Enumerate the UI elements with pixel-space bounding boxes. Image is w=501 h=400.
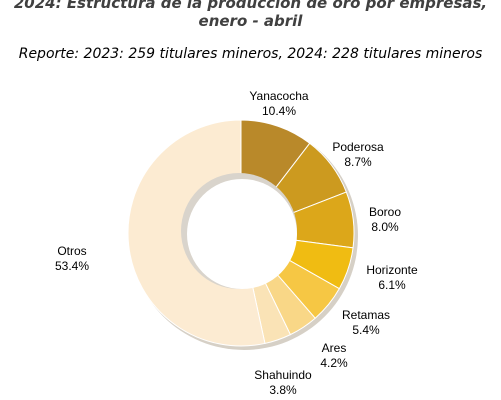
slice-value-poderosa: 8.7% bbox=[344, 155, 372, 169]
slice-label-horizonte: Horizonte bbox=[366, 263, 418, 277]
slice-label-otros: Otros bbox=[57, 244, 86, 258]
donut-hole bbox=[187, 179, 297, 289]
slice-value-otros: 53.4% bbox=[55, 259, 89, 273]
slice-label-ares: Ares bbox=[322, 341, 347, 355]
slice-label-boroo: Boroo bbox=[369, 205, 401, 219]
slice-value-yanacocha: 10.4% bbox=[262, 104, 296, 118]
chart-subtitle: Reporte: 2023: 259 titulares mineros, 20… bbox=[18, 46, 483, 62]
slice-label-shahuindo: Shahuindo bbox=[254, 368, 312, 382]
donut-slices bbox=[127, 119, 355, 347]
slice-value-retamas: 5.4% bbox=[352, 323, 380, 337]
slice-label-yanacocha: Yanacocha bbox=[249, 89, 308, 103]
slice-label-poderosa: Poderosa bbox=[332, 140, 384, 154]
slice-value-horizonte: 6.1% bbox=[378, 278, 406, 292]
slice-value-boroo: 8.0% bbox=[371, 220, 399, 234]
chart-title-line-2: enero - abril bbox=[198, 12, 303, 30]
chart-title-line-1: 2024: Estructura de la producción de oro… bbox=[13, 0, 488, 12]
slice-value-shahuindo: 3.8% bbox=[269, 383, 297, 397]
slice-label-retamas: Retamas bbox=[342, 308, 390, 322]
slice-value-ares: 4.2% bbox=[320, 356, 348, 370]
